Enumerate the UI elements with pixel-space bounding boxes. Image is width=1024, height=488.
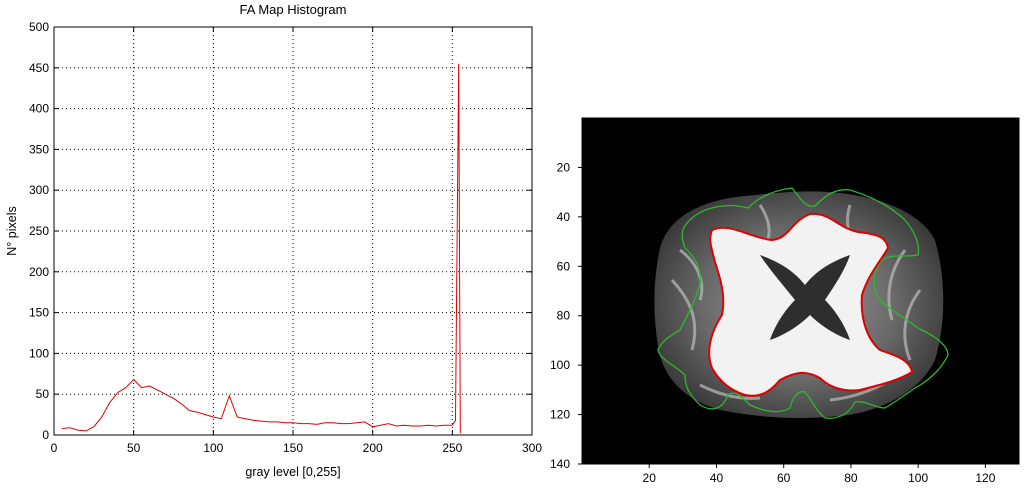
y-tick-label: 0 [42,428,49,442]
image-y-tick-label: 120 [550,408,570,422]
histogram-ticks: 0 50 100 150 200 250 300 0 50 100 150 200 250 300 350 4… [29,20,542,455]
x-tick-label: 0 [51,441,58,455]
image-y-tick-label: 140 [550,457,570,471]
y-tick-label: 250 [29,224,49,238]
y-tick-label: 350 [29,142,49,156]
y-tick-label: 500 [29,20,49,34]
x-tick-label: 250 [442,441,462,455]
image-x-tick-label: 40 [710,471,724,485]
image-x-tick-label: 100 [908,471,928,485]
y-tick-label: 450 [29,61,49,75]
x-tick-label: 50 [127,441,141,455]
image-x-tick-label: 60 [777,471,791,485]
x-tick-label: 300 [522,441,542,455]
image-y-tick-label: 60 [557,259,571,273]
histogram-grid [54,27,532,435]
y-tick-label: 100 [29,346,49,360]
x-tick-label: 100 [203,441,223,455]
y-tick-label: 400 [29,102,49,116]
brain-slice [654,187,949,419]
y-tick-label: 300 [29,183,49,197]
x-axis-label: gray level [0,255] [245,465,340,479]
image-y-tick-label: 100 [550,358,570,372]
image-x-tick-label: 80 [844,471,858,485]
y-tick-label: 150 [29,306,49,320]
y-tick-label: 200 [29,265,49,279]
image-y-tick-label: 80 [557,309,571,323]
chart-title: FA Map Histogram [240,2,347,17]
image-x-tick-label: 20 [643,471,657,485]
outer-contour-green [657,187,949,419]
image-ticks: 20 40 60 80 100 120 20 40 60 80 100 120 140 [550,160,996,485]
y-axis-label: N° pixels [5,206,19,255]
ventricles [760,255,850,340]
y-tick-label: 50 [36,387,50,401]
x-tick-label: 150 [283,441,303,455]
histogram-series-line [61,63,461,434]
fa-image-panel: 20 40 60 80 100 120 20 40 60 80 100 120 140 [550,117,1020,485]
inner-contour-red [708,212,914,397]
image-y-tick-label: 20 [557,160,571,174]
image-y-tick-label: 40 [557,210,571,224]
image-x-tick-label: 120 [975,471,995,485]
histogram-chart: 0 50 100 150 200 250 300 0 50 100 150 200 250 300 350 4… [5,2,542,479]
x-tick-label: 200 [363,441,383,455]
